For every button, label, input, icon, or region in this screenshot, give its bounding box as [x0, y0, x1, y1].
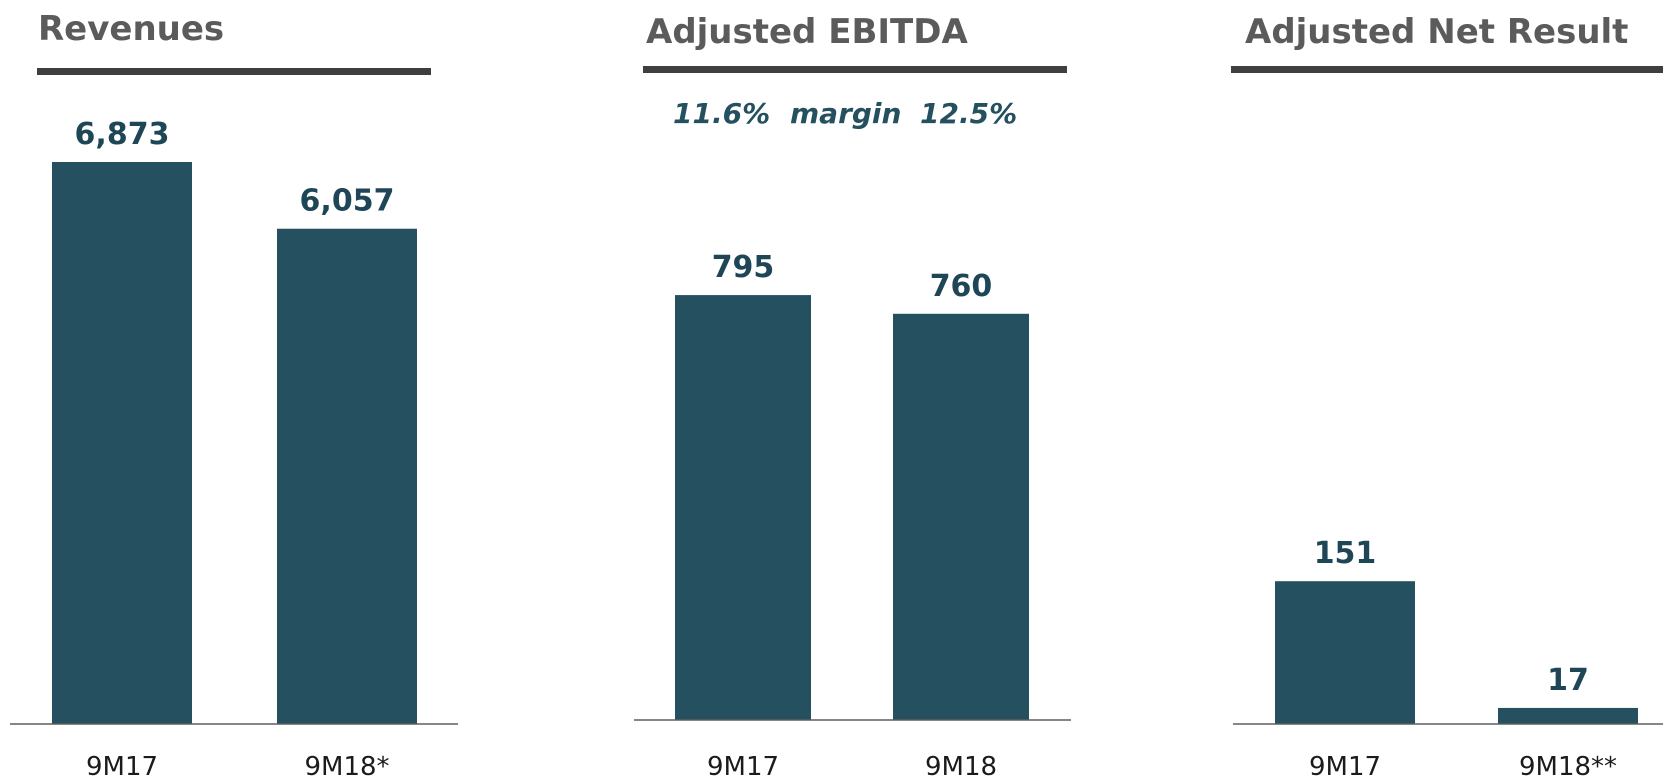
ebitda-bar-1: [675, 295, 811, 720]
net-result-panel: Adjusted Net Result 151 9M17 17 9M18**: [1231, 12, 1663, 781]
revenues-title-rule: [37, 68, 431, 75]
ebitda-margin-left: 11.6%: [673, 97, 770, 130]
revenues-category-label-1: 9M17: [86, 752, 158, 781]
revenues-panel: Revenues 6,873 9M17 6,057 9M18*: [10, 9, 458, 781]
revenues-bar-1: [52, 162, 192, 724]
ebitda-value-label-2: 760: [930, 269, 993, 304]
ebitda-category-label-2: 9M18: [925, 752, 997, 781]
ebitda-margin-label: margin: [790, 97, 901, 130]
net-result-bar-1: [1275, 581, 1415, 724]
ebitda-bar-2: [893, 313, 1029, 720]
revenues-value-label-1: 6,873: [75, 117, 170, 152]
ebitda-value-label-1: 795: [712, 250, 775, 285]
revenues-title: Revenues: [38, 9, 224, 49]
ebitda-title: Adjusted EBITDA: [646, 12, 968, 52]
net-result-title: Adjusted Net Result: [1245, 12, 1628, 52]
ebitda-margin-right: 12.5%: [920, 97, 1017, 130]
revenues-value-label-2: 6,057: [300, 184, 395, 219]
ebitda-category-label-1: 9M17: [707, 752, 779, 781]
net-result-category-label-2: 9M18**: [1519, 752, 1617, 781]
net-result-value-label-1: 151: [1314, 536, 1377, 571]
net-result-title-rule: [1231, 66, 1663, 73]
ebitda-bars: 795 9M17 760 9M18: [675, 250, 1029, 781]
revenues-category-label-2: 9M18*: [304, 752, 389, 781]
revenues-bars: 6,873 9M17 6,057 9M18*: [52, 117, 417, 781]
net-result-category-label-1: 9M17: [1309, 752, 1381, 781]
net-result-bars: 151 9M17 17 9M18**: [1275, 536, 1638, 781]
net-result-bar-2: [1498, 707, 1638, 724]
ebitda-panel: Adjusted EBITDA 11.6% margin 12.5% 795 9M…: [634, 12, 1071, 781]
net-result-value-label-2: 17: [1547, 663, 1589, 698]
ebitda-title-rule: [643, 66, 1067, 73]
revenues-bar-2: [277, 228, 417, 724]
